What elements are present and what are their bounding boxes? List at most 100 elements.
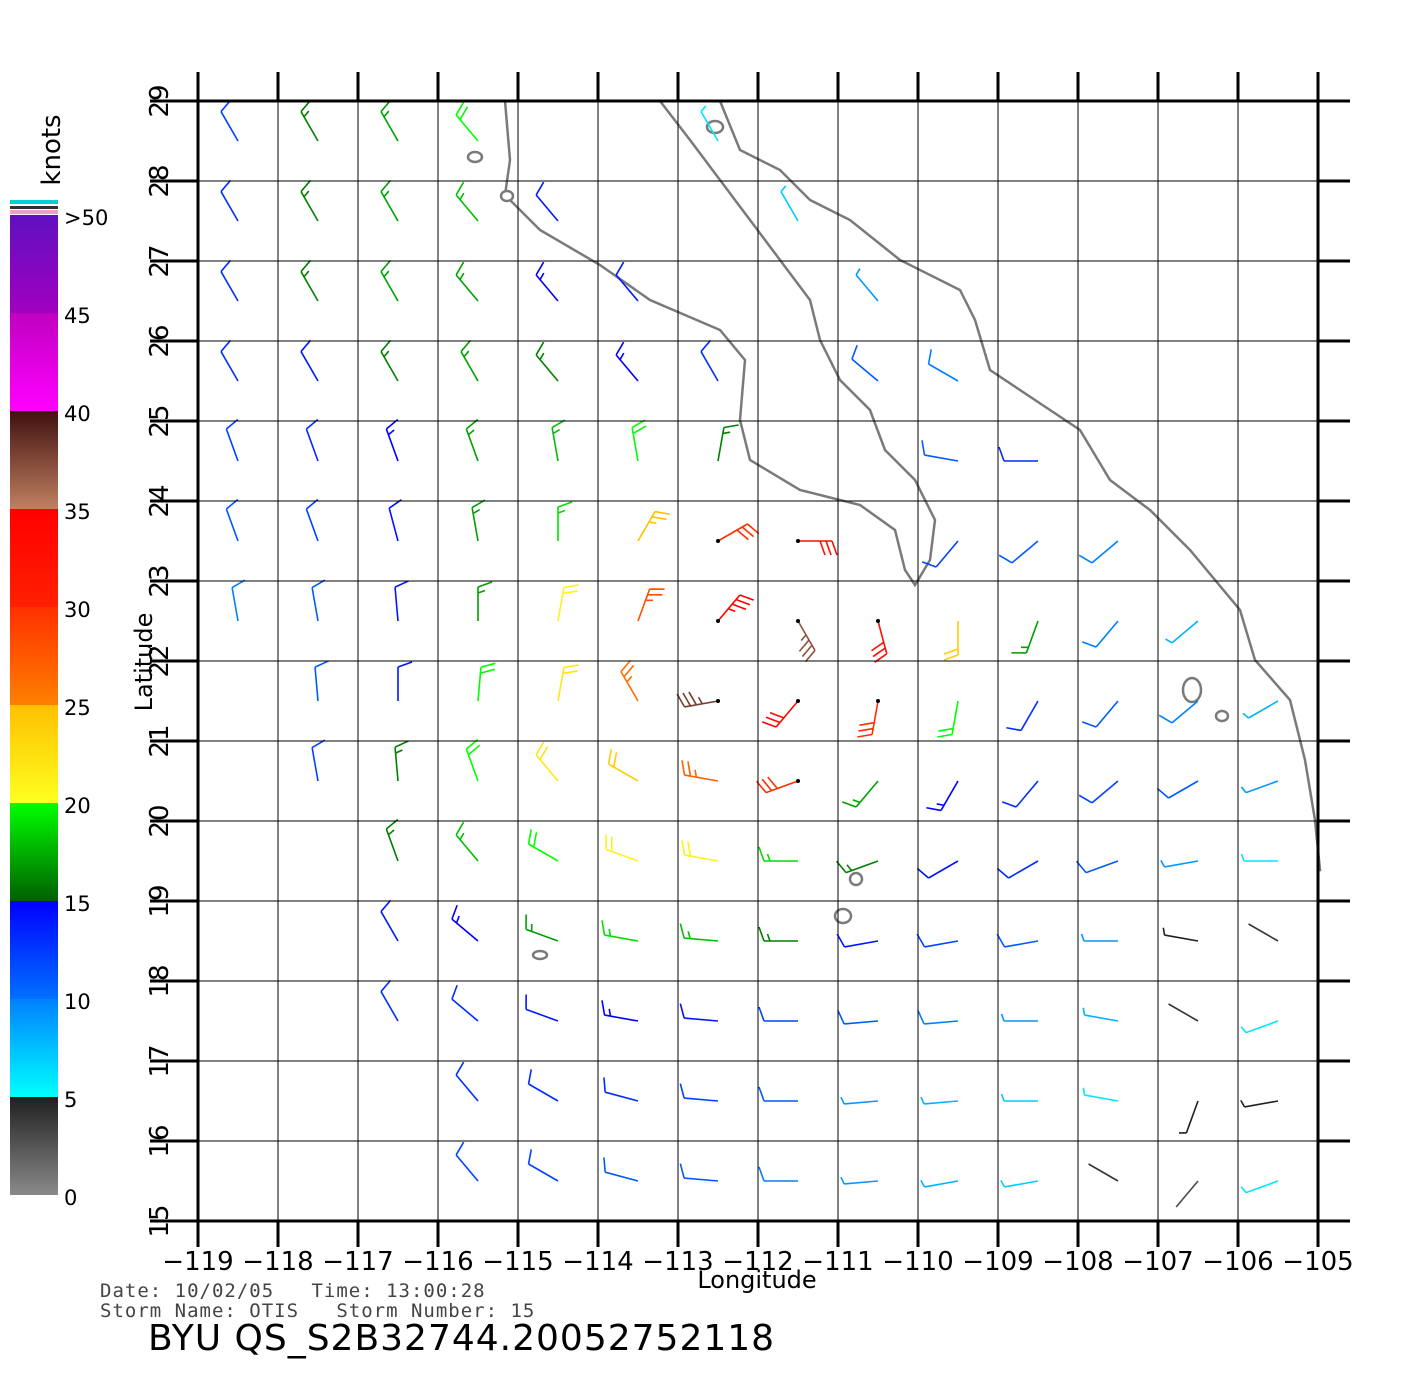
colorbar-label: 10: [64, 990, 91, 1014]
wind-barb: [920, 1180, 959, 1188]
wind-barb: [1178, 1100, 1199, 1134]
wind-barb: [1168, 1003, 1199, 1022]
wind-barb: [758, 1006, 798, 1022]
wind-dot: [876, 619, 880, 623]
island: [466, 150, 484, 164]
y-tick-label: 25: [145, 404, 175, 437]
island: [833, 907, 853, 925]
wind-barb: [916, 860, 959, 879]
y-tick-label: 28: [145, 164, 175, 197]
wind-barb: [717, 523, 760, 542]
wind-dot: [716, 619, 720, 623]
wind-barb: [460, 339, 479, 382]
wind-barb: [1156, 780, 1199, 799]
wind-barb: [1165, 620, 1199, 644]
x-tick-label: −111: [802, 1247, 873, 1277]
colorbar-title: knots: [37, 114, 67, 185]
wind-barb: [380, 259, 399, 302]
x-tick-label: −110: [882, 1247, 953, 1277]
x-tick-label: −108: [1042, 1247, 1113, 1277]
wind-barb: [220, 259, 239, 302]
y-tick-label: 19: [145, 884, 175, 917]
y-tick-label: 20: [145, 804, 175, 837]
wind-dot: [716, 539, 720, 543]
y-tick-label: 15: [145, 1204, 175, 1237]
wind-barb: [798, 540, 838, 556]
wind-dot: [716, 699, 720, 703]
wind-barb: [758, 1086, 798, 1102]
y-tick-label: 27: [145, 244, 175, 277]
wind-barb: [921, 540, 959, 568]
colorbar-label: 40: [64, 402, 91, 426]
wind-dot: [796, 699, 800, 703]
y-tick-label: 24: [145, 484, 175, 517]
wind-barb: [1175, 1180, 1199, 1208]
wind-barb: [836, 933, 879, 948]
wind-barb: [1248, 923, 1279, 942]
y-tick-label: 26: [145, 324, 175, 357]
wind-barb: [1078, 780, 1119, 804]
wind-barb: [755, 776, 799, 794]
wind-barb: [1082, 1007, 1119, 1022]
island: [1181, 676, 1203, 704]
wind-barb: [1240, 1100, 1279, 1108]
wind-barb: [917, 1010, 959, 1025]
wind-barb: [1075, 860, 1119, 874]
wind-barb: [385, 418, 399, 462]
wind-barb: [1082, 1087, 1119, 1102]
wind-barb: [535, 181, 559, 222]
wind-barb: [837, 1010, 879, 1025]
wind-barb: [300, 99, 319, 142]
wind-barb: [681, 840, 719, 862]
wind-barb: [477, 662, 496, 702]
wind-barb: [314, 660, 329, 702]
wind-barb: [679, 1163, 719, 1182]
colorbar-band: [10, 705, 58, 803]
wind-barb: [397, 661, 413, 701]
wind-barb: [620, 659, 639, 702]
wind-barb: [1242, 700, 1279, 719]
wind-barb: [996, 933, 1039, 948]
colorbar-label: 0: [64, 1186, 77, 1210]
wind-barb: [926, 780, 959, 812]
wind-barb: [857, 700, 879, 738]
wind-barb: [1000, 1093, 1038, 1102]
x-tick-label: −109: [962, 1247, 1033, 1277]
wind-barb: [1240, 1020, 1279, 1034]
wind-barb: [607, 749, 639, 782]
wind-barb: [761, 700, 799, 728]
wind-barb: [305, 498, 319, 542]
wind-barb: [1011, 620, 1039, 654]
wind-barb: [311, 579, 326, 622]
wind-barb: [471, 499, 486, 542]
wind-barb: [1078, 540, 1119, 564]
wind-barb: [998, 540, 1039, 564]
wind-barb: [1160, 860, 1199, 868]
wind-barb: [1240, 780, 1279, 794]
wind-barb: [700, 105, 719, 142]
wind-barb: [1081, 700, 1119, 728]
wind-barb: [300, 179, 319, 222]
y-tick-label: 23: [145, 564, 175, 597]
colorbar-band: [10, 313, 58, 411]
colorbar-band: [10, 803, 58, 901]
wind-barb: [717, 594, 755, 622]
wind-barb: [455, 821, 479, 862]
wind-barb: [937, 700, 959, 738]
wind-barb: [1240, 1180, 1279, 1194]
wind-dot: [876, 699, 880, 703]
wind-barb: [385, 818, 399, 862]
wind-barb: [311, 739, 326, 782]
colorbar-label: 35: [64, 500, 91, 524]
wind-barb: [380, 899, 399, 942]
colorbar-band: [10, 509, 58, 607]
wind-barb: [758, 926, 798, 942]
colorbar-cap: [10, 200, 58, 204]
wind-barb: [605, 834, 639, 862]
wind-barb: [455, 181, 479, 222]
coastlines: [466, 99, 1322, 961]
x-tick-label: −115: [482, 1247, 553, 1277]
wind-barb: [601, 1000, 639, 1022]
wind-barb: [380, 179, 399, 222]
